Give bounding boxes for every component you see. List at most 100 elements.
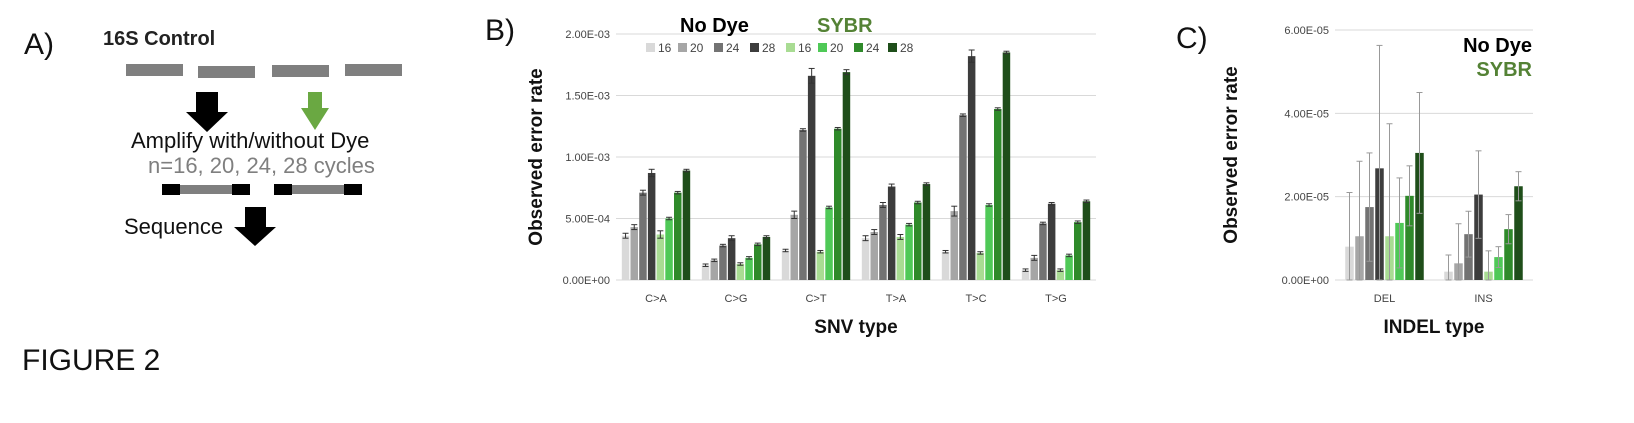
bar-no-dye-16 bbox=[701, 265, 710, 280]
y-axis-title: Observed error rate bbox=[1221, 66, 1242, 243]
bar-sybr-16 bbox=[1056, 270, 1065, 280]
down-arrow-icon bbox=[186, 92, 228, 132]
legend-label: 20 bbox=[830, 41, 844, 55]
y-tick-label: 6.00E-05 bbox=[1284, 25, 1329, 37]
y-axis-title: Observed error rate bbox=[526, 68, 547, 245]
legend-label: 28 bbox=[762, 41, 776, 55]
bar-no-dye-24 bbox=[719, 245, 727, 280]
x-tick-label: DEL bbox=[1374, 293, 1395, 305]
bar-sybr-24 bbox=[1504, 229, 1513, 280]
bar-no-dye-20 bbox=[870, 232, 878, 280]
bar-no-dye-24 bbox=[879, 204, 887, 280]
legend-swatch bbox=[646, 43, 655, 52]
bar-sybr-28 bbox=[1415, 152, 1424, 280]
bar-sybr-20 bbox=[1494, 257, 1503, 280]
bar-no-dye-24 bbox=[639, 192, 647, 280]
adapter-left bbox=[274, 184, 292, 195]
panel-a-letter: A) bbox=[24, 28, 54, 61]
bar-no-dye-24 bbox=[959, 115, 967, 281]
bar-sybr-16 bbox=[816, 251, 825, 280]
legend-swatch bbox=[854, 43, 863, 52]
x-tick-label: T>G bbox=[1045, 293, 1067, 305]
bar-sybr-20 bbox=[665, 218, 673, 280]
bar-no-dye-16 bbox=[941, 251, 950, 280]
x-tick-label: T>A bbox=[886, 293, 907, 305]
bar-sybr-28 bbox=[682, 170, 691, 280]
legend-label: 28 bbox=[900, 41, 914, 55]
template-fragment bbox=[272, 65, 329, 77]
bar-sybr-24 bbox=[754, 244, 762, 280]
legend-group-sybr: SYBR bbox=[1476, 59, 1532, 81]
y-tick-label: 2.00E-05 bbox=[1284, 192, 1329, 204]
bar-sybr-28 bbox=[922, 184, 931, 280]
bar-no-dye-16 bbox=[621, 235, 630, 280]
bar-sybr-20 bbox=[825, 207, 833, 280]
x-axis-title: INDEL type bbox=[1383, 317, 1484, 338]
bar-sybr-24 bbox=[1074, 222, 1082, 280]
bar-sybr-28 bbox=[1002, 52, 1011, 281]
bar-no-dye-20 bbox=[1030, 257, 1038, 280]
bar-no-dye-20 bbox=[710, 260, 718, 280]
bar-sybr-20 bbox=[745, 257, 753, 280]
legend-label: 16 bbox=[798, 41, 812, 55]
legend-swatch bbox=[818, 43, 827, 52]
panel-a-title: 16S Control bbox=[103, 28, 216, 50]
legend-label: 16 bbox=[658, 41, 672, 55]
bar-sybr-24 bbox=[994, 109, 1002, 280]
bar-sybr-24 bbox=[834, 128, 842, 280]
green-down-arrow-icon bbox=[301, 92, 329, 130]
legend-swatch bbox=[786, 43, 795, 52]
x-tick-label: INS bbox=[1474, 293, 1492, 305]
bar-sybr-16 bbox=[976, 252, 985, 280]
bar-no-dye-28 bbox=[967, 56, 976, 280]
legend-swatch bbox=[714, 43, 723, 52]
snv-error-rate-chart: 0.00E+00 5.00E-04 1.00E-03 1.50E-03 2.00E-03… bbox=[526, 15, 1096, 338]
bar-no-dye-20 bbox=[790, 214, 798, 280]
bar-sybr-16 bbox=[736, 264, 745, 280]
bar-no-dye-24 bbox=[799, 129, 807, 280]
legend-label: 20 bbox=[690, 41, 704, 55]
figure-label: FIGURE 2 bbox=[22, 344, 161, 377]
x-tick-label: T>C bbox=[965, 293, 986, 305]
panel-c-letter: C) bbox=[1176, 22, 1208, 55]
bar-no-dye-24 bbox=[1039, 223, 1047, 280]
bar-no-dye-16 bbox=[781, 250, 790, 280]
y-tick-label: 0.00E+00 bbox=[1282, 275, 1329, 287]
x-tick-label: C>A bbox=[645, 293, 667, 305]
adapter-right bbox=[344, 184, 362, 195]
bar-no-dye-16 bbox=[1021, 270, 1030, 280]
x-tick-label: C>G bbox=[725, 293, 748, 305]
y-tick-label: 4.00E-05 bbox=[1284, 108, 1329, 120]
y-tick-label: 1.00E-03 bbox=[565, 152, 610, 164]
panel-b-letter: B) bbox=[485, 14, 515, 47]
legend-swatch bbox=[678, 43, 687, 52]
down-arrow-icon bbox=[234, 207, 276, 246]
panel-a-schematic bbox=[126, 64, 402, 246]
legend-group-no-dye: No Dye bbox=[1463, 35, 1532, 57]
x-axis-title: SNV type bbox=[814, 317, 897, 338]
bar-sybr-24 bbox=[674, 192, 682, 280]
amplicon-insert bbox=[178, 185, 236, 194]
template-fragment bbox=[345, 64, 402, 76]
bar-sybr-28 bbox=[1514, 186, 1523, 280]
bar-no-dye-28 bbox=[727, 238, 736, 280]
bar-sybr-16 bbox=[896, 236, 905, 280]
adapter-left bbox=[162, 184, 180, 195]
amplicon-insert bbox=[288, 185, 346, 194]
bar-sybr-28 bbox=[762, 236, 771, 280]
cycles-text: n=16, 20, 24, 28 cycles bbox=[148, 153, 375, 178]
template-fragment bbox=[126, 64, 183, 76]
bar-sybr-20 bbox=[1065, 255, 1073, 280]
bar-sybr-24 bbox=[1405, 195, 1414, 280]
legend-label: 24 bbox=[726, 41, 740, 55]
bar-no-dye-28 bbox=[807, 75, 816, 280]
y-tick-label: 1.50E-03 bbox=[565, 91, 610, 103]
legend-group-no-dye: No Dye bbox=[680, 15, 749, 37]
y-tick-label: 0.00E+00 bbox=[563, 275, 610, 287]
bar-no-dye-20 bbox=[630, 227, 638, 280]
indel-error-rate-chart: 0.00E+00 2.00E-05 4.00E-05 6.00E-05 DEL INS IN… bbox=[1221, 25, 1533, 338]
legend-swatch bbox=[888, 43, 897, 52]
bar-no-dye-28 bbox=[647, 172, 656, 280]
template-fragment bbox=[198, 66, 255, 78]
y-tick-label: 5.00E-04 bbox=[565, 214, 610, 226]
